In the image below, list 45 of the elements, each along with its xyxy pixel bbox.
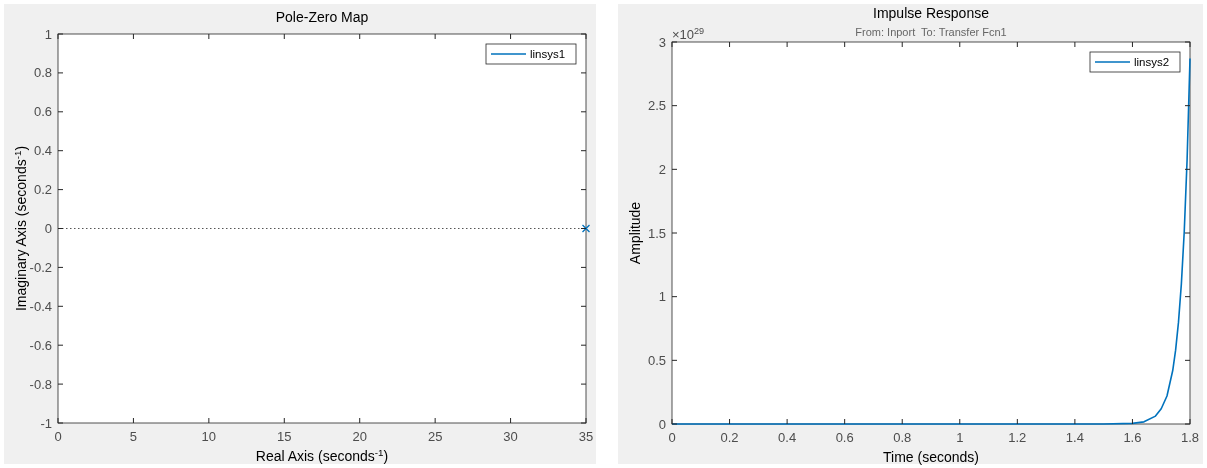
legend-label: linsys2: [1134, 56, 1170, 68]
x-tick-label: 20: [352, 429, 367, 444]
x-tick-label: 10: [201, 429, 217, 444]
y-tick-label: 0.5: [647, 352, 666, 368]
y-tick-label: 0: [44, 221, 52, 236]
x-tick-label: 0: [54, 429, 62, 444]
y-tick-label: 2: [658, 161, 666, 177]
chart-subtitle: From: Inport To: Transfer Fcn1: [855, 26, 1007, 38]
x-tick-label: 35: [578, 429, 594, 444]
x-tick-label: 15: [277, 429, 292, 444]
y-tick-label: 1: [658, 289, 666, 305]
y-tick-label: -1: [40, 415, 52, 431]
y-tick-label: 0: [658, 416, 666, 432]
y-tick-label: 0.2: [33, 182, 52, 198]
y-tick-label: 1.5: [647, 225, 666, 241]
x-axis-title: Real Axis (seconds$^{-1}$): [255, 446, 389, 464]
y-axis-title: Amplitude: [627, 201, 643, 265]
chart-title: Pole-Zero Map: [275, 9, 369, 25]
x-tick-label: 1.8: [1180, 430, 1200, 445]
y-tick-label: -0.8: [29, 376, 52, 392]
x-tick-label: 1.6: [1123, 430, 1142, 445]
x-tick-label: 0.8: [893, 430, 912, 445]
y-tick-label: -0.4: [29, 298, 52, 314]
y-tick-label: 2.5: [647, 98, 666, 114]
x-tick-label: 1.4: [1065, 430, 1084, 445]
x-tick-label: 5: [129, 429, 138, 444]
y-tick-label: 0.6: [33, 104, 52, 120]
y-tick-label: 0.4: [33, 143, 52, 159]
x-tick-label: 0: [668, 430, 676, 445]
y-tick-label: 3: [658, 34, 666, 50]
x-tick-label: 0.4: [778, 430, 797, 445]
x-axis-title: Time (seconds): [883, 449, 979, 465]
x-tick-label: 0.6: [835, 430, 854, 445]
text: ×10$^{29}$: [672, 26, 705, 42]
legend-label: linsys1: [530, 48, 566, 60]
chart-title: Impulse Response: [873, 5, 990, 21]
x-tick-label: 1.2: [1008, 430, 1027, 445]
x-tick-label: 25: [427, 429, 443, 444]
y-tick-label: -0.6: [29, 337, 52, 353]
y-tick-label: -0.2: [29, 259, 52, 275]
y-tick-label: 1: [44, 26, 52, 42]
x-tick-label: 30: [503, 429, 518, 444]
x-tick-label: 1: [956, 430, 964, 445]
y-tick-label: 0.8: [33, 65, 52, 81]
x-tick-label: 0.2: [720, 430, 739, 445]
